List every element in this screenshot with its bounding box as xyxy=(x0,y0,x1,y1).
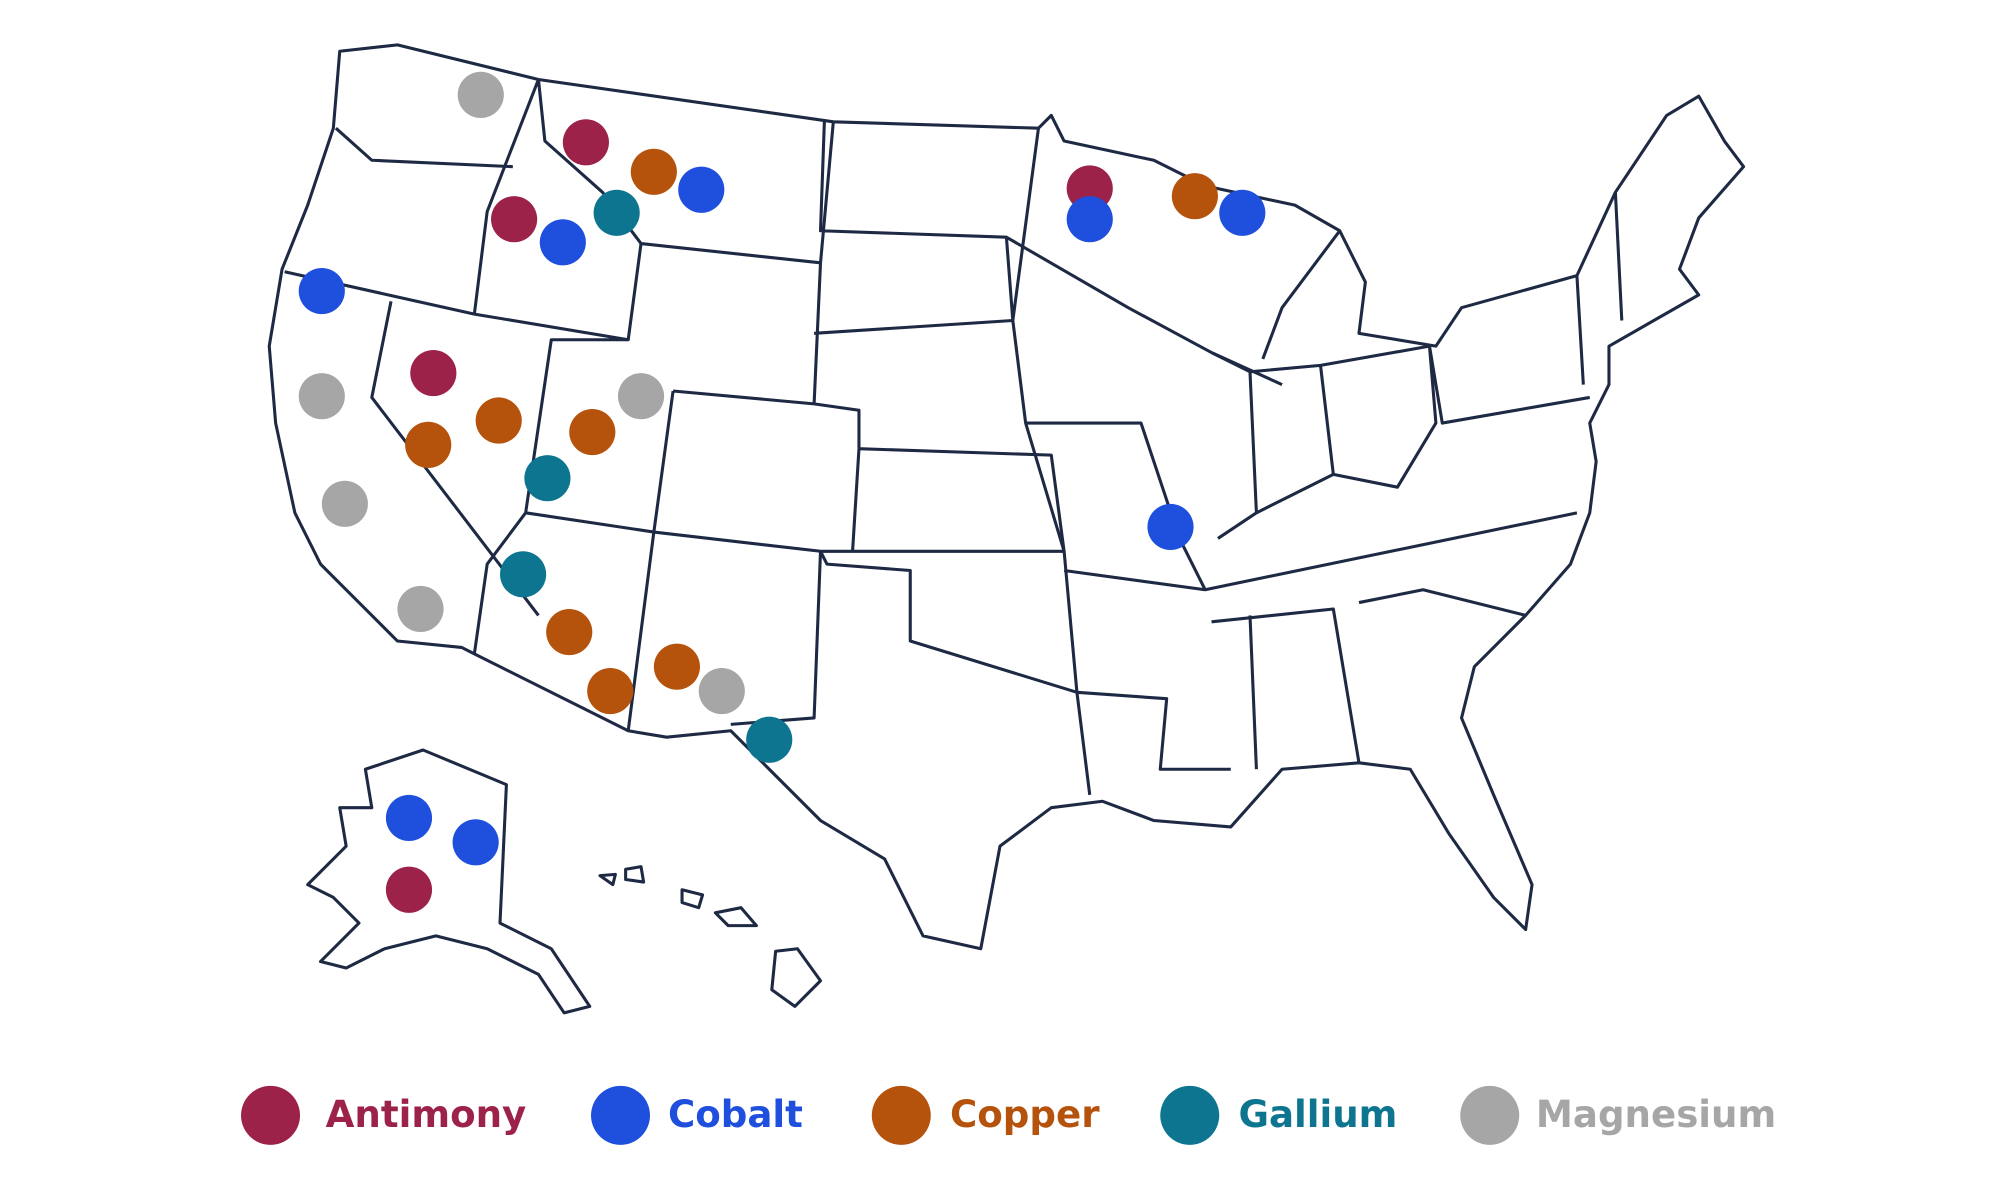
deposit-dot xyxy=(678,166,725,213)
hawaii xyxy=(598,865,823,1008)
deposit-dot xyxy=(1066,196,1113,243)
deposit-dot xyxy=(475,397,522,444)
deposit-dot xyxy=(630,148,677,195)
legend: Antimony Cobalt Copper Gallium Magnesium xyxy=(241,1085,1776,1145)
contiguous-us xyxy=(267,43,1746,951)
deposit-dot xyxy=(405,421,452,468)
legend-swatch xyxy=(241,1085,300,1145)
deposit-dot xyxy=(410,350,457,397)
deposit-dot xyxy=(617,373,665,420)
deposit-dot xyxy=(1219,189,1266,236)
deposit-dot xyxy=(593,189,640,236)
legend-label: Magnesium xyxy=(1536,1092,1776,1136)
deposit-dot xyxy=(569,408,616,456)
legend-swatch xyxy=(1160,1085,1220,1145)
deposit-dot xyxy=(698,667,745,715)
legend-swatch xyxy=(591,1085,650,1145)
deposit-dot xyxy=(321,480,368,527)
deposit-dot xyxy=(546,608,593,656)
state-lines xyxy=(284,78,1624,796)
deposit-dot xyxy=(298,373,345,420)
legend-swatch xyxy=(1460,1085,1520,1145)
legend-label: Antimony xyxy=(326,1092,527,1136)
alaska xyxy=(306,748,592,1015)
deposit-dot xyxy=(491,196,538,243)
deposit-dot xyxy=(385,794,433,842)
legend-label: Cobalt xyxy=(668,1092,803,1136)
deposit-dot xyxy=(1171,173,1218,220)
us-map xyxy=(267,43,1746,1015)
deposit-dot xyxy=(746,716,793,763)
deposit-dot xyxy=(457,71,504,118)
deposit-dot xyxy=(298,267,345,315)
deposit-dot xyxy=(1147,503,1194,550)
legend-swatch xyxy=(871,1085,931,1145)
deposit-dot xyxy=(500,551,547,598)
deposit-dot xyxy=(397,585,444,633)
deposit-dot xyxy=(539,219,586,266)
deposit-markers xyxy=(298,71,1266,913)
deposit-dot xyxy=(385,866,433,913)
deposit-dot xyxy=(587,667,634,715)
deposit-dot xyxy=(524,455,571,502)
deposit-dot xyxy=(452,819,499,866)
deposit-dot xyxy=(562,119,609,166)
deposit-dot xyxy=(653,643,700,690)
legend-label: Gallium xyxy=(1238,1092,1397,1136)
legend-label: Copper xyxy=(950,1092,1100,1136)
